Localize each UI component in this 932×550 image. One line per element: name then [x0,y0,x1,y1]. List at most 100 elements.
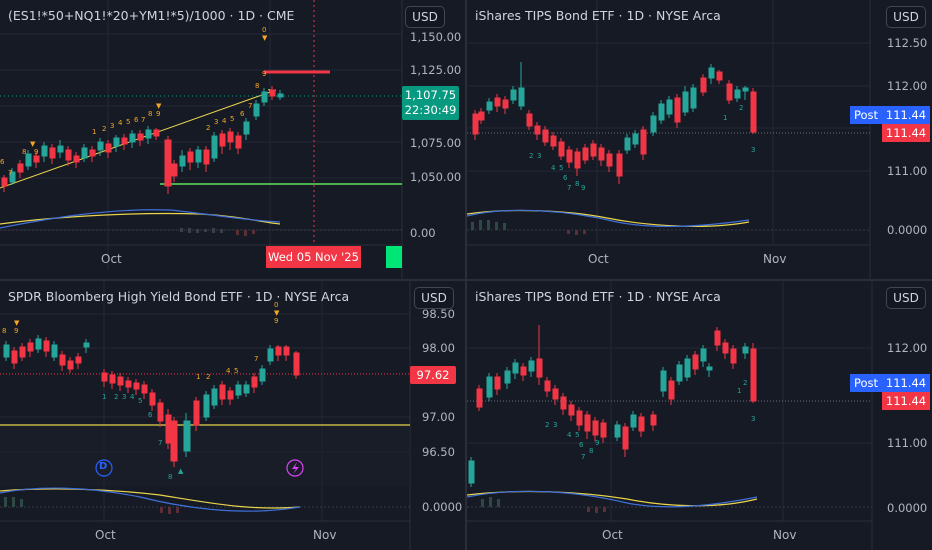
es-oscillator [0,209,402,236]
svg-text:6: 6 [240,110,245,118]
dividend-icon-label: D [99,461,108,472]
price-label-1075: 1,075.00 [410,136,462,150]
price-label-1050: 1,050.00 [410,170,462,184]
svg-text:7: 7 [141,116,145,124]
svg-text:9: 9 [14,327,18,335]
svg-text:5: 5 [234,367,238,375]
svg-text:6: 6 [0,158,5,166]
oscillator-zero-label: 0.00 [410,226,436,240]
svg-text:7: 7 [581,453,585,461]
svg-text:7: 7 [248,102,252,110]
svg-text:▼: ▼ [14,319,20,327]
svg-text:7: 7 [567,184,571,192]
time-label-oct: Oct [95,528,116,542]
svg-text:2: 2 [114,393,118,401]
svg-text:3: 3 [751,415,755,423]
last-price-tag[interactable]: 1,107.75 22:30:49 [402,86,459,120]
currency-button-tips-top[interactable]: USD [886,6,926,28]
svg-text:2: 2 [206,373,210,381]
svg-text:9: 9 [581,184,585,192]
svg-text:5: 5 [138,397,142,405]
pane-divider-vertical[interactable] [465,0,467,550]
post-tag: Post [850,106,882,124]
svg-text:5: 5 [230,115,234,123]
svg-text:1: 1 [737,387,741,395]
hyg-oscillator [0,487,410,514]
chart-title-hyg[interactable]: SPDR Bloomberg High Yield Bond ETF · 1D … [8,289,350,304]
price-label-97-00: 97.00 [422,410,455,424]
svg-text:1: 1 [723,114,727,122]
oscillator-zero-label-hyg: 0.0000 [422,500,463,514]
tips-top-td-labels: 2 34 5 67 8 9 123 [529,104,755,192]
post-tag: Post [850,374,882,392]
svg-text:8: 8 [22,148,26,156]
tips-top-candles [472,62,757,184]
oscillator-zero-label-tips-top: 0.0000 [887,223,928,237]
svg-text:9: 9 [34,148,38,156]
svg-text:8: 8 [2,327,6,335]
svg-text:▼: ▼ [30,140,36,148]
tips-top-chart-svg[interactable]: 2 34 5 67 8 9 123 [467,0,932,279]
price-label-96-50: 96.50 [422,445,455,459]
chart-title-tips-top[interactable]: iShares TIPS Bond ETF · 1D · NYSE Arca [475,8,721,23]
svg-text:5: 5 [575,431,579,439]
svg-text:8: 8 [168,473,172,481]
last-price-value: 1,107.75 [404,88,457,102]
pane-divider-horizontal[interactable] [0,279,932,281]
post-price-tag: 111.44 [882,106,930,124]
svg-text:7: 7 [158,439,162,447]
svg-text:6: 6 [134,116,139,124]
es-candles [1,86,284,194]
price-label-98-00: 98.00 [422,341,455,355]
price-label-1125: 1,125.00 [410,63,462,77]
svg-text:▲: ▲ [178,467,184,475]
svg-text:2: 2 [743,379,747,387]
tips-bottom-candles [468,325,757,487]
svg-text:8: 8 [148,110,152,118]
svg-text:6: 6 [579,441,584,449]
svg-text:4: 4 [130,393,135,401]
dividend-icon[interactable] [95,459,113,477]
svg-text:1: 1 [196,373,200,381]
svg-text:7: 7 [254,355,258,363]
time-label-oct: Oct [101,252,122,266]
chart-title-es[interactable]: (ES1!*50+NQ1!*20+YM1!*5)/1000 · 1D · CME [8,8,295,23]
currency-button-hyg[interactable]: USD [414,287,454,309]
svg-text:1: 1 [102,393,106,401]
svg-text:9: 9 [274,317,278,325]
tips-bottom-oscillator [467,490,872,513]
last-price-tag-tips-top: 111.44 [882,124,930,142]
svg-text:0: 0 [274,301,278,309]
svg-text:3: 3 [537,152,541,160]
price-label-98-50: 98.50 [422,307,455,321]
svg-text:3: 3 [751,146,755,154]
svg-text:2: 2 [102,125,106,133]
selection-marker[interactable] [386,246,402,268]
svg-text:9: 9 [595,439,599,447]
svg-text:▼: ▼ [156,102,162,110]
time-label-nov: Nov [313,528,337,542]
price-label-112-00: 112.00 [887,79,928,93]
svg-text:▼: ▼ [274,309,280,317]
svg-text:7: 7 [8,169,12,177]
post-price-tag: 111.44 [882,374,930,392]
currency-button-es[interactable]: USD [405,6,445,28]
currency-button-tips-bottom[interactable]: USD [886,287,926,309]
time-label-nov: Nov [763,252,787,266]
chart-title-tips-bottom[interactable]: iShares TIPS Bond ETF · 1D · NYSE Arca [475,289,721,304]
svg-text:9: 9 [262,70,266,78]
bar-countdown: 22:30:49 [404,103,457,117]
svg-text:▼: ▼ [262,34,268,42]
earnings-lightning-icon[interactable] [286,459,304,477]
svg-text:4: 4 [226,367,231,375]
